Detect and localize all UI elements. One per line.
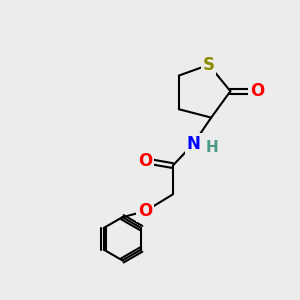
Text: N: N xyxy=(186,135,200,153)
Text: O: O xyxy=(138,152,152,170)
Text: S: S xyxy=(203,56,215,74)
Text: O: O xyxy=(250,82,264,100)
Text: H: H xyxy=(206,140,219,155)
Text: O: O xyxy=(138,202,152,220)
